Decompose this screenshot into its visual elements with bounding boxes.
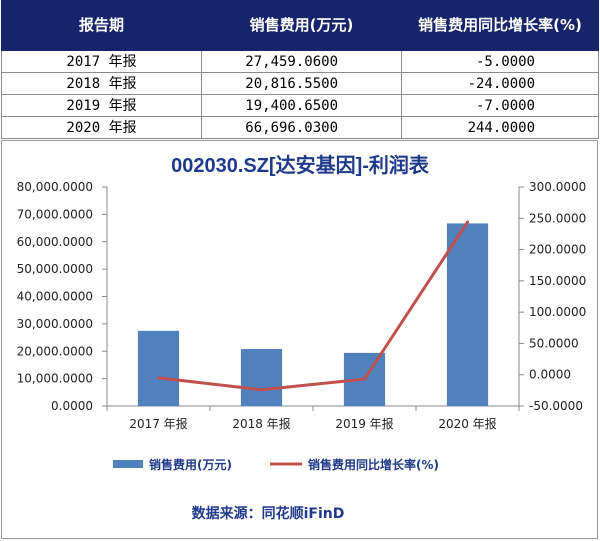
axes-layer: 0.0000 10,000.0000 20,000.0000 30,000.0000 4…	[17, 180, 587, 431]
x-tick-label: 2019 年报	[335, 416, 393, 431]
x-tick-label: 2018 年报	[232, 416, 290, 431]
cell-expense: 20,816.5500	[201, 72, 402, 95]
cell-period: 2017 年报	[1, 50, 202, 73]
left-tick-label: 10,000.0000	[17, 372, 93, 386]
table-header-row: 报告期 销售费用(万元) 销售费用同比增长率(%)	[1, 0, 599, 51]
growth-line	[158, 221, 469, 392]
left-tick-label: 50,000.0000	[17, 262, 93, 276]
line-point	[157, 376, 160, 380]
data-source: 数据来源：同花顺iFinD	[192, 505, 345, 522]
x-tick-label: 2020 年报	[438, 416, 496, 431]
left-tick-label: 40,000.0000	[17, 290, 93, 304]
left-tick-label: 0.0000	[51, 399, 93, 413]
legend-bar-label: 销售费用(万元)	[149, 457, 232, 472]
right-tick-label: 200.0000	[529, 243, 586, 257]
left-tick-label: 80,000.0000	[17, 180, 93, 194]
cell-period: 2019 年报	[1, 94, 202, 117]
left-tick-label: 60,000.0000	[17, 235, 93, 249]
legend-line-label: 销售费用同比增长率(%)	[308, 457, 439, 472]
left-tick-label: 20,000.0000	[17, 344, 93, 358]
cell-growth: -24.0000	[401, 72, 599, 95]
table-row: 2019 年报 19,400.6500 -7.0000	[1, 94, 599, 117]
legend: 销售费用(万元) 销售费用同比增长率(%)	[113, 457, 439, 472]
cell-period: 2020 年报	[1, 116, 202, 139]
line-layer	[157, 220, 469, 392]
x-tick-label: 2017 年报	[129, 416, 187, 431]
cell-period: 2018 年报	[1, 72, 202, 95]
bar	[240, 349, 283, 406]
right-tick-label: -50.0000	[529, 399, 583, 413]
line-point	[363, 377, 366, 381]
right-tick-label: 0.0000	[529, 368, 571, 382]
bars-layer	[137, 223, 489, 406]
bar	[137, 330, 180, 406]
legend-bar-swatch	[113, 460, 143, 468]
bar	[446, 223, 489, 406]
table-row: 2020 年报 66,696.0300 244.0000	[1, 116, 599, 139]
line-point	[466, 220, 469, 224]
header-period: 报告期	[1, 0, 202, 51]
data-table: 报告期 销售费用(万元) 销售费用同比增长率(%) 2017 年报 27,459…	[1, 0, 599, 139]
right-tick-label: 250.0000	[529, 211, 586, 225]
cell-expense: 66,696.0300	[201, 116, 402, 139]
cell-growth: 244.0000	[401, 116, 599, 139]
line-point	[260, 388, 263, 392]
right-tick-label: 150.0000	[529, 274, 586, 288]
right-tick-label: 50.0000	[529, 336, 579, 350]
right-tick-label: 300.0000	[529, 180, 586, 194]
table-row: 2017 年报 27,459.0600 -5.0000	[1, 50, 599, 73]
table-row: 2018 年报 20,816.5500 -24.0000	[1, 72, 599, 95]
left-tick-label: 30,000.0000	[17, 317, 93, 331]
right-tick-label: 100.0000	[529, 305, 586, 319]
chart-frame	[1, 140, 598, 539]
left-tick-label: 70,000.0000	[17, 207, 93, 221]
chart-title: 002030.SZ[达安基因]-利润表	[171, 153, 430, 177]
